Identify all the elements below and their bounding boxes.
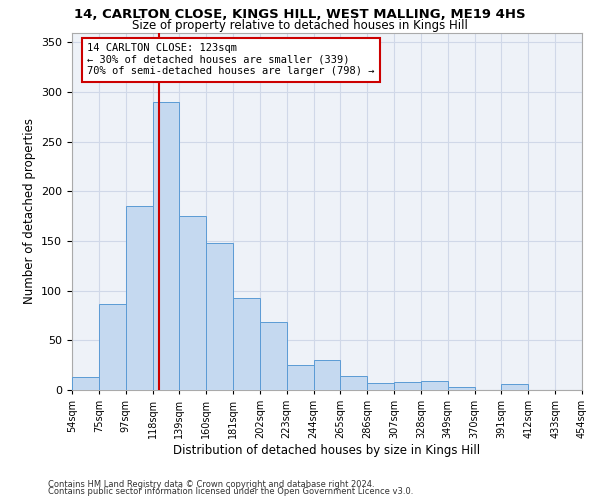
Bar	[502, 384, 529, 390]
Bar	[152, 102, 179, 390]
Text: Contains public sector information licensed under the Open Government Licence v3: Contains public sector information licen…	[48, 487, 413, 496]
Bar	[448, 387, 475, 390]
Bar	[340, 376, 367, 390]
Bar	[206, 243, 233, 390]
Bar	[179, 216, 206, 390]
Text: 14 CARLTON CLOSE: 123sqm
← 30% of detached houses are smaller (339)
70% of semi-: 14 CARLTON CLOSE: 123sqm ← 30% of detach…	[88, 43, 375, 76]
Bar	[287, 365, 314, 390]
Text: Contains HM Land Registry data © Crown copyright and database right 2024.: Contains HM Land Registry data © Crown c…	[48, 480, 374, 489]
Bar	[99, 304, 125, 390]
Bar	[260, 322, 287, 390]
Bar	[125, 206, 152, 390]
Y-axis label: Number of detached properties: Number of detached properties	[23, 118, 35, 304]
Text: 14, CARLTON CLOSE, KINGS HILL, WEST MALLING, ME19 4HS: 14, CARLTON CLOSE, KINGS HILL, WEST MALL…	[74, 8, 526, 20]
X-axis label: Distribution of detached houses by size in Kings Hill: Distribution of detached houses by size …	[173, 444, 481, 457]
Bar	[367, 383, 394, 390]
Bar	[421, 381, 448, 390]
Bar	[233, 298, 260, 390]
Bar	[394, 382, 421, 390]
Bar	[72, 377, 99, 390]
Bar	[314, 360, 340, 390]
Text: Size of property relative to detached houses in Kings Hill: Size of property relative to detached ho…	[132, 18, 468, 32]
